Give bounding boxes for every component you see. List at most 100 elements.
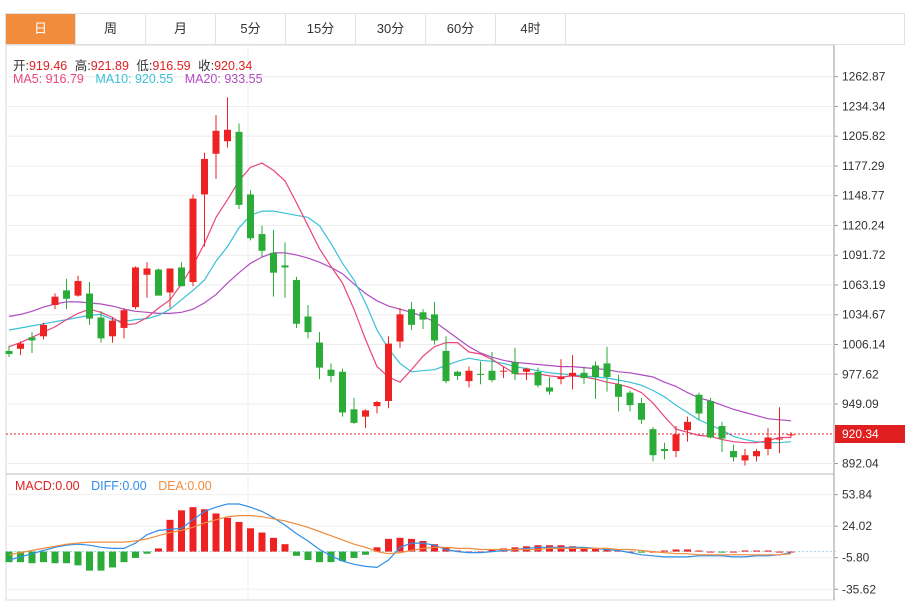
candle-down (63, 290, 70, 299)
ma10-value: 920.55 (134, 72, 174, 86)
macd-bar-positive (695, 550, 703, 552)
macd-bar-positive (385, 538, 392, 552)
macd-bar-positive (408, 538, 415, 552)
candle-up (362, 410, 369, 417)
tab-4hour[interactable]: 4时 (496, 14, 566, 44)
low-value: 916.59 (152, 59, 191, 73)
candle-down (580, 372, 588, 379)
candle-up (373, 402, 381, 407)
tab-30min[interactable]: 30分 (356, 14, 426, 44)
candle-up (143, 268, 151, 275)
macd-bar-negative (74, 551, 82, 566)
macd-bar-positive (488, 549, 496, 552)
candle-down (695, 394, 703, 414)
candle-down (304, 316, 312, 333)
ma20-label: MA20: (184, 72, 225, 86)
tab-15min[interactable]: 15分 (286, 14, 356, 44)
macd-bar-positive (787, 551, 795, 553)
macd-bar-negative (63, 551, 70, 564)
macd-bar-negative (132, 551, 139, 558)
price-tick-label: 977.62 (842, 367, 879, 381)
macd-bar-negative (350, 551, 358, 558)
candle-up (465, 370, 473, 382)
candle-up (523, 368, 530, 372)
candle-up (776, 438, 783, 440)
macd-bar-positive (684, 549, 691, 552)
candle-down (97, 317, 105, 339)
price-tick-label: 1091.72 (842, 248, 886, 262)
macd-bar-negative (316, 551, 323, 563)
macd-bar-positive (661, 550, 668, 552)
candle-down (431, 314, 438, 341)
macd-bar-positive (603, 549, 611, 552)
candle-down (546, 387, 553, 392)
price-tick-label: 949.09 (842, 397, 879, 411)
candle-up (396, 314, 404, 342)
period-tabs: 日 周 月 5分 15分 30分 60分 4时 (5, 13, 905, 45)
candle-up (212, 130, 220, 154)
candle-down (626, 392, 634, 406)
diff-value: 0.00 (122, 479, 147, 493)
candle-down (270, 252, 277, 273)
candle-down (155, 269, 162, 296)
macd-bar-negative (40, 551, 47, 563)
macd-bar-positive (534, 545, 542, 552)
dea-label: DEA: (158, 479, 188, 493)
ma5-line (8, 162, 791, 444)
ma5-label: MA5: (13, 72, 46, 86)
candle-down (718, 426, 726, 439)
candle-down (293, 279, 300, 324)
macd-bar-positive (764, 550, 772, 552)
high-value: 921.89 (90, 59, 129, 73)
ma5-value: 916.79 (45, 72, 84, 86)
macd-tick-label: 53.84 (842, 488, 872, 502)
macd-bar-positive (592, 548, 599, 552)
candle-down (86, 293, 93, 319)
tab-5min[interactable]: 5分 (216, 14, 286, 44)
tab-day[interactable]: 日 (6, 14, 76, 44)
price-tick-label: 1262.87 (842, 70, 886, 84)
macd-bar-positive (212, 513, 220, 552)
dea-legend-item: DEA:0.00 (158, 479, 212, 493)
macd-bar-positive (672, 549, 680, 552)
candle-up (557, 376, 565, 380)
macd-bar-positive (201, 509, 208, 552)
tab-60min[interactable]: 60分 (426, 14, 496, 44)
ma10-label: MA10: (95, 72, 135, 86)
macd-bar-positive (396, 537, 404, 552)
candle-down (661, 448, 668, 452)
macd-bar-positive (189, 507, 197, 552)
macd-tick-label: -35.62 (842, 582, 876, 596)
macd-bar-positive (281, 544, 289, 552)
price-tick-label: 1205.82 (842, 129, 886, 143)
candle-down (592, 365, 599, 377)
macd-bar-positive (419, 541, 427, 552)
macd-bar-positive (247, 528, 254, 552)
close-value: 920.34 (214, 59, 253, 73)
candle-up (201, 158, 208, 195)
diff-label: DIFF: (91, 479, 123, 493)
macd-bar-positive (224, 517, 231, 552)
macd-label: MACD: (15, 479, 56, 493)
macd-bar-positive (235, 521, 243, 552)
candle-down (5, 350, 13, 355)
candle-down (281, 265, 289, 268)
macd-bar-positive (707, 551, 714, 553)
price-tick-label: 892.04 (842, 457, 879, 471)
macd-legend: MACD:0.00 DIFF:0.00 DEA:0.00 (15, 479, 212, 493)
open-label: 开: (13, 59, 29, 73)
candle-up (753, 451, 760, 457)
candle-up (569, 372, 576, 376)
dea-line (8, 514, 792, 556)
macd-bar-negative (120, 551, 128, 563)
candle-down (730, 451, 737, 458)
tab-week[interactable]: 周 (76, 14, 146, 44)
macd-bar-negative (109, 551, 116, 568)
price-tick-label: 1006.14 (842, 338, 886, 352)
candle-down (534, 371, 542, 386)
macd-bar-positive (730, 551, 737, 553)
tab-month[interactable]: 月 (146, 14, 216, 44)
candle-down (603, 363, 611, 377)
macd-bar-negative (718, 551, 726, 553)
